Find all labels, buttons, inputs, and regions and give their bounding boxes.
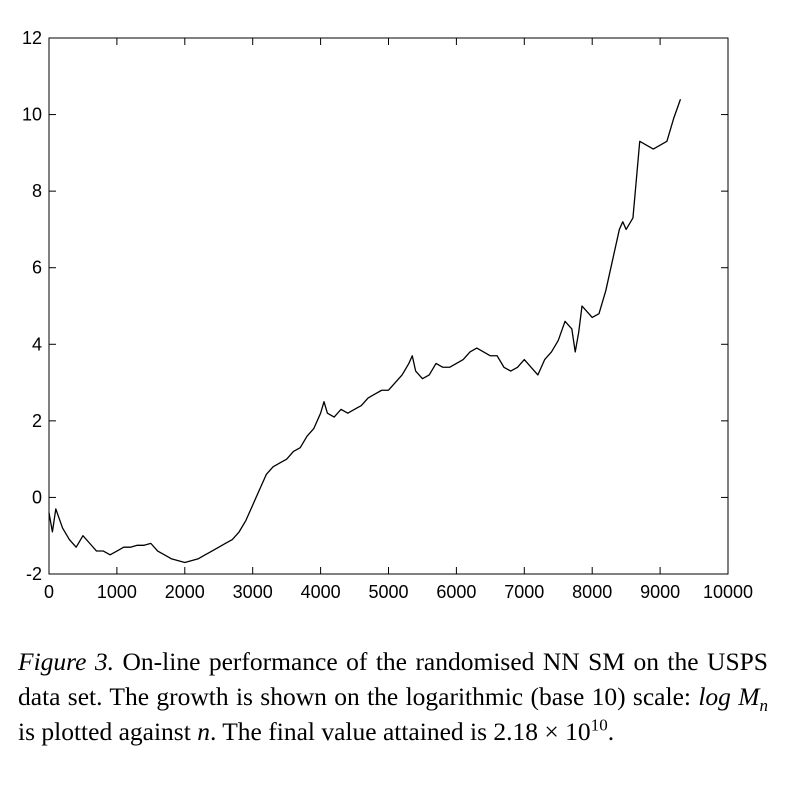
x-tick-label: 6000	[436, 582, 476, 602]
caption-label: Figure 3.	[18, 647, 115, 676]
x-tick-label: 10000	[703, 582, 753, 602]
x-tick-label: 9000	[640, 582, 680, 602]
x-tick-label: 8000	[572, 582, 612, 602]
x-tick-label: 0	[44, 582, 54, 602]
math: 2.18 × 10	[493, 717, 591, 746]
math-sub: n	[759, 696, 769, 716]
y-tick-label: 4	[32, 334, 42, 354]
caption: Figure 3. On-line performance of the ran…	[18, 644, 768, 749]
x-tick-label: 5000	[368, 582, 408, 602]
caption-text: is plotted against	[18, 717, 198, 746]
plot-frame	[48, 37, 729, 575]
x-tick-label: 2000	[165, 582, 205, 602]
y-tick-label: 2	[32, 411, 42, 431]
data-line	[48, 99, 682, 564]
y-tick-label: 0	[32, 487, 42, 507]
math-sup: 10	[590, 715, 608, 735]
caption-text: . The final value attained is	[209, 717, 494, 746]
math: n	[197, 717, 210, 746]
caption-text: .	[607, 717, 615, 746]
x-tick-label: 7000	[504, 582, 544, 602]
y-tick-label: 6	[32, 258, 42, 278]
y-tick-label: 10	[22, 105, 42, 125]
y-tick-label: -2	[26, 564, 42, 584]
x-tick-label: 1000	[97, 582, 137, 602]
caption-text: On-line performance of the randomised NN…	[18, 647, 768, 711]
y-tick-label: 12	[22, 28, 42, 48]
y-tick-label: 8	[32, 181, 42, 201]
x-tick-label: 4000	[301, 582, 341, 602]
math: log M	[698, 682, 760, 711]
x-tick-label: 3000	[233, 582, 273, 602]
